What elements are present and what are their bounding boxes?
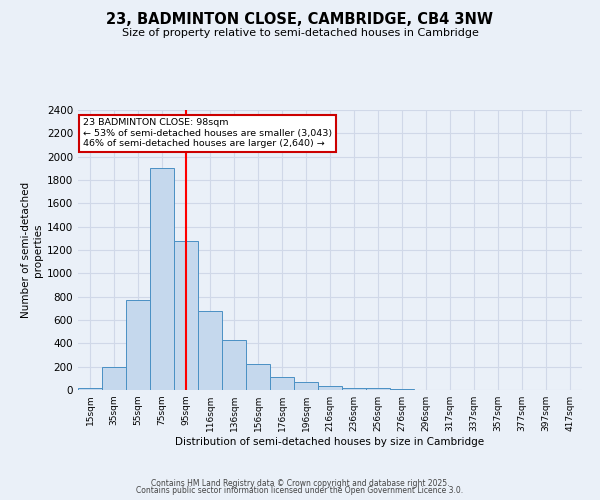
Bar (102, 366, 126, 390)
Text: 23, BADMINTON CLOSE, CAMBRIDGE, CB4 3NW: 23, BADMINTON CLOSE, CAMBRIDGE, CB4 3NW (107, 12, 493, 28)
Text: 23 BADMINTON CLOSE: 98sqm
← 53% of semi-detached houses are smaller (3,043)
46% : 23 BADMINTON CLOSE: 98sqm ← 53% of semi-… (83, 118, 332, 148)
Bar (198, 310, 222, 390)
Bar (222, 340, 246, 390)
Bar (318, 386, 342, 390)
Text: Size of property relative to semi-detached houses in Cambridge: Size of property relative to semi-detach… (122, 28, 478, 38)
Bar (270, 377, 294, 390)
Bar (390, 389, 414, 390)
Bar (294, 382, 318, 390)
Y-axis label: Number of semi-detached
properties: Number of semi-detached properties (21, 182, 43, 318)
Bar (78, 388, 102, 390)
Bar (150, 168, 174, 390)
Bar (174, 240, 198, 390)
X-axis label: Distribution of semi-detached houses by size in Cambridge: Distribution of semi-detached houses by … (175, 437, 485, 447)
Text: Contains public sector information licensed under the Open Government Licence 3.: Contains public sector information licen… (136, 486, 464, 495)
Bar (366, 388, 390, 390)
Bar (246, 364, 270, 390)
Bar (126, 300, 150, 390)
Bar (342, 388, 366, 390)
Text: Contains HM Land Registry data © Crown copyright and database right 2025.: Contains HM Land Registry data © Crown c… (151, 478, 449, 488)
